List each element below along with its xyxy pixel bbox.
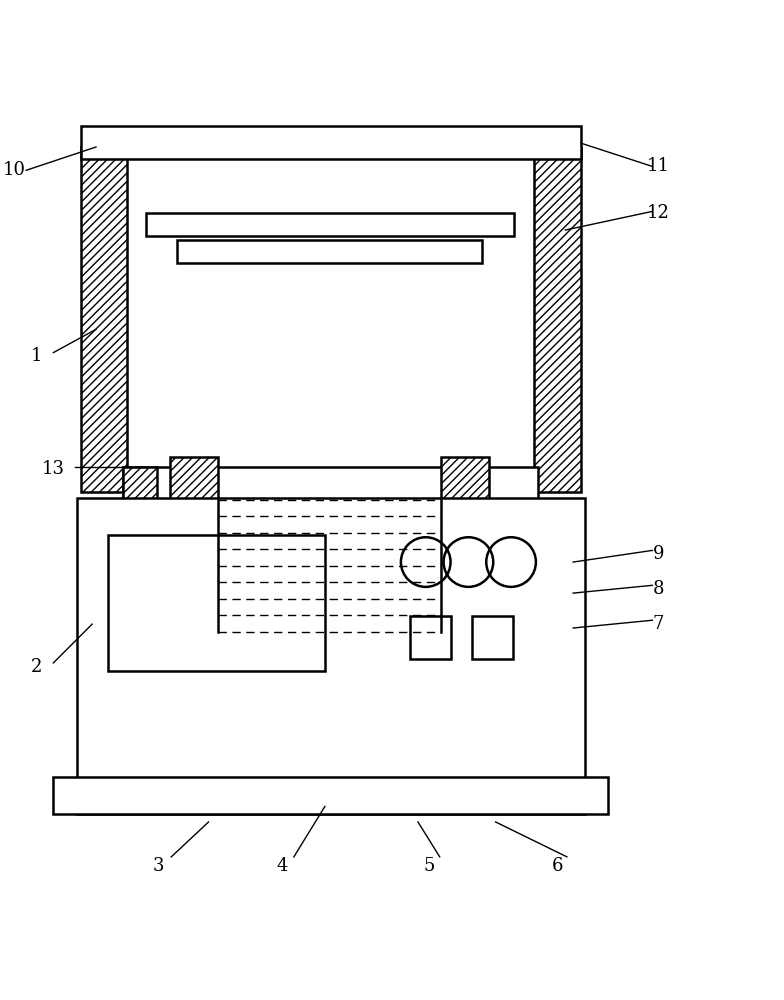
Text: 2: 2 xyxy=(31,658,42,676)
Text: 6: 6 xyxy=(552,857,564,875)
Bar xyxy=(81,126,581,159)
Bar xyxy=(441,457,489,620)
Bar xyxy=(410,616,451,659)
Text: 12: 12 xyxy=(647,204,670,222)
Bar xyxy=(535,147,581,492)
Bar xyxy=(147,213,514,236)
Bar xyxy=(169,457,218,620)
Text: 10: 10 xyxy=(3,161,26,179)
Bar xyxy=(177,240,481,263)
Bar xyxy=(53,777,608,814)
Text: 9: 9 xyxy=(653,545,664,563)
Bar xyxy=(107,535,325,671)
Bar xyxy=(169,612,489,641)
Text: 13: 13 xyxy=(42,460,65,478)
Text: 1: 1 xyxy=(31,347,42,365)
Text: 4: 4 xyxy=(277,857,288,875)
Text: 5: 5 xyxy=(424,857,435,875)
Text: 11: 11 xyxy=(647,157,670,175)
Text: 7: 7 xyxy=(653,615,664,633)
Bar xyxy=(123,467,539,500)
Bar xyxy=(123,467,157,500)
Text: 3: 3 xyxy=(152,857,164,875)
Text: 8: 8 xyxy=(653,580,664,598)
Bar xyxy=(472,616,513,659)
Bar xyxy=(81,147,127,492)
Bar xyxy=(77,498,585,814)
